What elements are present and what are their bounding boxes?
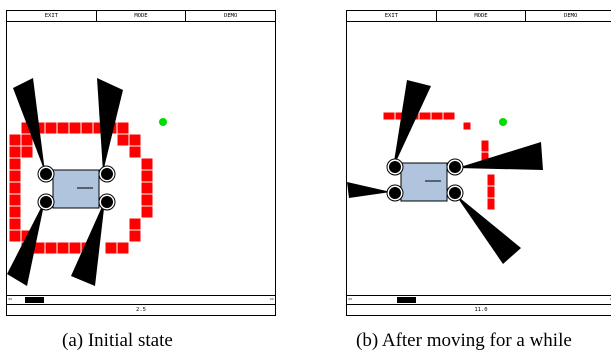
sensor-cone-top-right (97, 78, 123, 172)
menu-bar: EXIT MODE DEMO (7, 11, 275, 22)
robot-body (400, 162, 448, 202)
scroll-thumb[interactable] (25, 297, 44, 303)
time-scrollbar[interactable]: ⇦ ⇨ (347, 295, 611, 304)
simulator-window-later: EXIT MODE DEMO ⇦ (346, 10, 611, 316)
simulation-arena (347, 80, 543, 264)
scroll-left-icon[interactable]: ⇦ (8, 295, 13, 303)
robot-wheels (37, 165, 116, 211)
sensor-cones (347, 80, 543, 264)
sensor-cone-right (457, 142, 543, 170)
goal-marker (499, 118, 507, 126)
sensor-cone-left (347, 182, 391, 198)
goal-marker (159, 118, 167, 126)
obstacle-map (382, 111, 496, 211)
mode-button[interactable]: MODE (97, 11, 187, 21)
scroll-right-icon[interactable]: ⇨ (610, 295, 611, 304)
simulation-arena (7, 78, 167, 286)
caption-initial-state: (a) Initial state (62, 330, 173, 351)
sensor-cone-bottom-left (7, 200, 45, 286)
exit-button[interactable]: EXIT (7, 11, 97, 21)
scroll-right-icon[interactable]: ⇨ (269, 295, 274, 303)
demo-button[interactable]: DEMO (224, 13, 238, 19)
time-scrollbar[interactable]: ⇦ ⇨ (7, 295, 275, 304)
sensor-cone-top-left (393, 80, 431, 168)
robot-wheels (386, 158, 464, 202)
exit-button[interactable]: EXIT (347, 11, 437, 21)
demo-button[interactable]: DEMO (564, 13, 578, 19)
menu-bar: EXIT MODE DEMO (347, 11, 611, 22)
time-readout: 2.5 (7, 304, 275, 315)
scroll-thumb[interactable] (397, 297, 416, 303)
sensor-cone-top-left (13, 78, 45, 172)
time-readout: 11.0 (347, 304, 611, 315)
mode-button[interactable]: MODE (437, 11, 527, 21)
scroll-left-icon[interactable]: ⇦ (348, 295, 353, 303)
simulator-window-initial: EXIT MODE DEMO (6, 10, 276, 316)
sensor-cone-bottom-right (71, 200, 105, 286)
sensor-cone-bottom-right (455, 194, 521, 264)
sensor-cones (7, 78, 123, 286)
caption-after-moving: (b) After moving for a while (356, 330, 572, 351)
robot-body (52, 169, 100, 209)
